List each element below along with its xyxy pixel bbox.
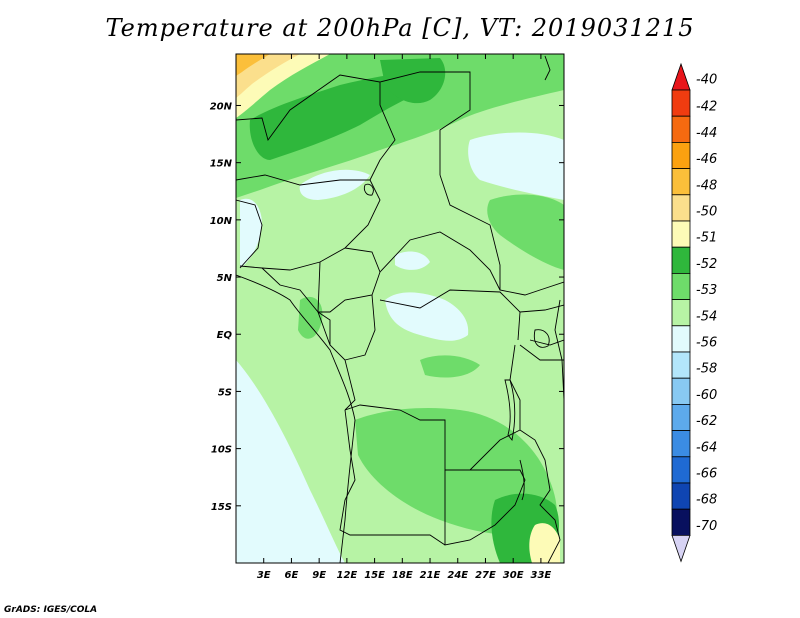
colorbar-label: -66 — [696, 467, 717, 482]
colorbar-swatch — [671, 272, 691, 300]
colorbar-label: -50 — [696, 205, 717, 220]
coastline-west — [236, 274, 356, 563]
border-north-1 — [236, 74, 396, 181]
shade-pale-north — [299, 169, 370, 200]
lat-tick-label: 15N — [210, 159, 233, 170]
border-drc-north — [379, 289, 521, 341]
temperature-shading — [236, 54, 564, 563]
colorbar-label: -60 — [696, 388, 717, 403]
border-cameroon — [261, 267, 331, 346]
lat-tick-label: 5N — [217, 273, 233, 284]
map-frame — [235, 53, 565, 564]
lon-tick-label: 33E — [531, 570, 552, 581]
lon-tick-label: 9E — [312, 570, 326, 581]
shade-pale-central — [385, 292, 469, 341]
colorbar-label: -54 — [696, 309, 717, 324]
colorbar-label: -70 — [696, 519, 717, 534]
colorbar-swatch — [671, 351, 691, 379]
grads-credit: GrADS: IGES/COLA — [4, 605, 98, 615]
shade-deeporange-nw — [236, 54, 270, 76]
border-car — [317, 247, 381, 313]
colorbar-swatch — [671, 299, 691, 327]
border-sahel — [236, 174, 381, 271]
colorbar: -40 -42 -44 -46 -48 -50 -51 -52 -53 -54 -56 -58 -60 -… — [671, 62, 717, 563]
colorbar-swatch — [671, 115, 691, 143]
border-moz — [519, 429, 561, 563]
border-congo — [344, 294, 376, 361]
colorbar-swatch — [671, 403, 691, 431]
border-east — [519, 304, 564, 361]
lon-tick-label: 15E — [364, 570, 385, 581]
lat-tick-label: 15S — [211, 502, 232, 513]
latitude-ticks: 20N 15N 10N 5N EQ 5S 10S 15S — [210, 101, 564, 513]
colorbar-swatch — [671, 377, 691, 405]
lon-tick-label: 27E — [475, 570, 496, 581]
colorbar-swatch — [671, 141, 691, 169]
lat-tick-label: 10S — [211, 445, 232, 456]
colorbar-swatch — [671, 194, 691, 222]
shade-mid-coast — [298, 296, 323, 339]
lake-chad — [363, 183, 374, 196]
lon-tick-label: 12E — [336, 570, 357, 581]
colorbar-label: -52 — [696, 257, 717, 272]
shade-mid-east — [487, 194, 564, 270]
country-borders — [236, 55, 564, 563]
colorbar-label: -53 — [696, 283, 717, 298]
colorbar-swatch — [671, 456, 691, 484]
lat-tick-label: 10N — [210, 216, 233, 227]
colorbar-label: -46 — [696, 152, 717, 167]
colorbar-label: -42 — [696, 100, 717, 115]
colorbar-swatch — [671, 168, 691, 196]
lon-tick-label: 6E — [285, 570, 299, 581]
longitude-ticks: 3E 6E 9E 12E 15E 18E 21E 24E 27E 30E 33E — [257, 54, 552, 581]
colorbar-top-arrow — [671, 62, 691, 91]
shade-dark-ne — [380, 58, 446, 104]
colorbar-swatch — [671, 220, 691, 248]
colorbar-label: -56 — [696, 336, 717, 351]
shade-pale-ne — [468, 132, 564, 200]
colorbar-swatch — [671, 508, 691, 536]
colorbar-label: -51 — [696, 231, 717, 246]
shade-pale-ocean — [236, 360, 345, 563]
colorbar-label: -40 — [696, 73, 717, 88]
coastline-east — [544, 55, 564, 401]
lon-tick-label: 18E — [392, 570, 413, 581]
chart-title: Temperature at 200hPa [C], VT: 201903121… — [105, 14, 695, 42]
border-drc-south — [344, 344, 521, 471]
border-north-2 — [379, 71, 471, 175]
colorbar-label: -68 — [696, 493, 717, 508]
lon-tick-label: 24E — [447, 570, 468, 581]
colorbar-swatch — [671, 246, 691, 274]
shade-mid-center — [420, 355, 480, 378]
border-west-coast — [236, 199, 263, 269]
colorbar-swatch — [671, 430, 691, 458]
lat-tick-label: 5S — [218, 387, 232, 398]
shade-pale-mid — [395, 251, 430, 270]
lake-tanganyika — [504, 379, 516, 442]
colorbar-label: -62 — [696, 414, 717, 429]
lake-malawi — [519, 459, 525, 501]
colorbar-swatch — [671, 482, 691, 510]
colorbar-label: -48 — [696, 178, 717, 193]
lake-victoria — [533, 329, 550, 348]
shade-pale-west — [240, 198, 262, 268]
colorbar-swatch — [671, 325, 691, 353]
colorbar-bottom-arrow — [671, 535, 691, 563]
lon-tick-label: 30E — [503, 570, 524, 581]
colorbar-swatch — [671, 89, 691, 117]
border-zambia — [444, 469, 526, 546]
colorbar-label: -58 — [696, 362, 717, 377]
shade-yellow-se — [529, 523, 560, 563]
border-sudan — [439, 174, 564, 296]
border-car-2 — [379, 231, 501, 291]
lon-tick-label: 3E — [257, 570, 271, 581]
colorbar-label: -64 — [696, 440, 717, 455]
lat-tick-label: 20N — [210, 101, 233, 112]
colorbar-label: -44 — [696, 126, 717, 141]
lon-tick-label: 21E — [420, 570, 441, 581]
lat-tick-label: EQ — [217, 330, 233, 341]
